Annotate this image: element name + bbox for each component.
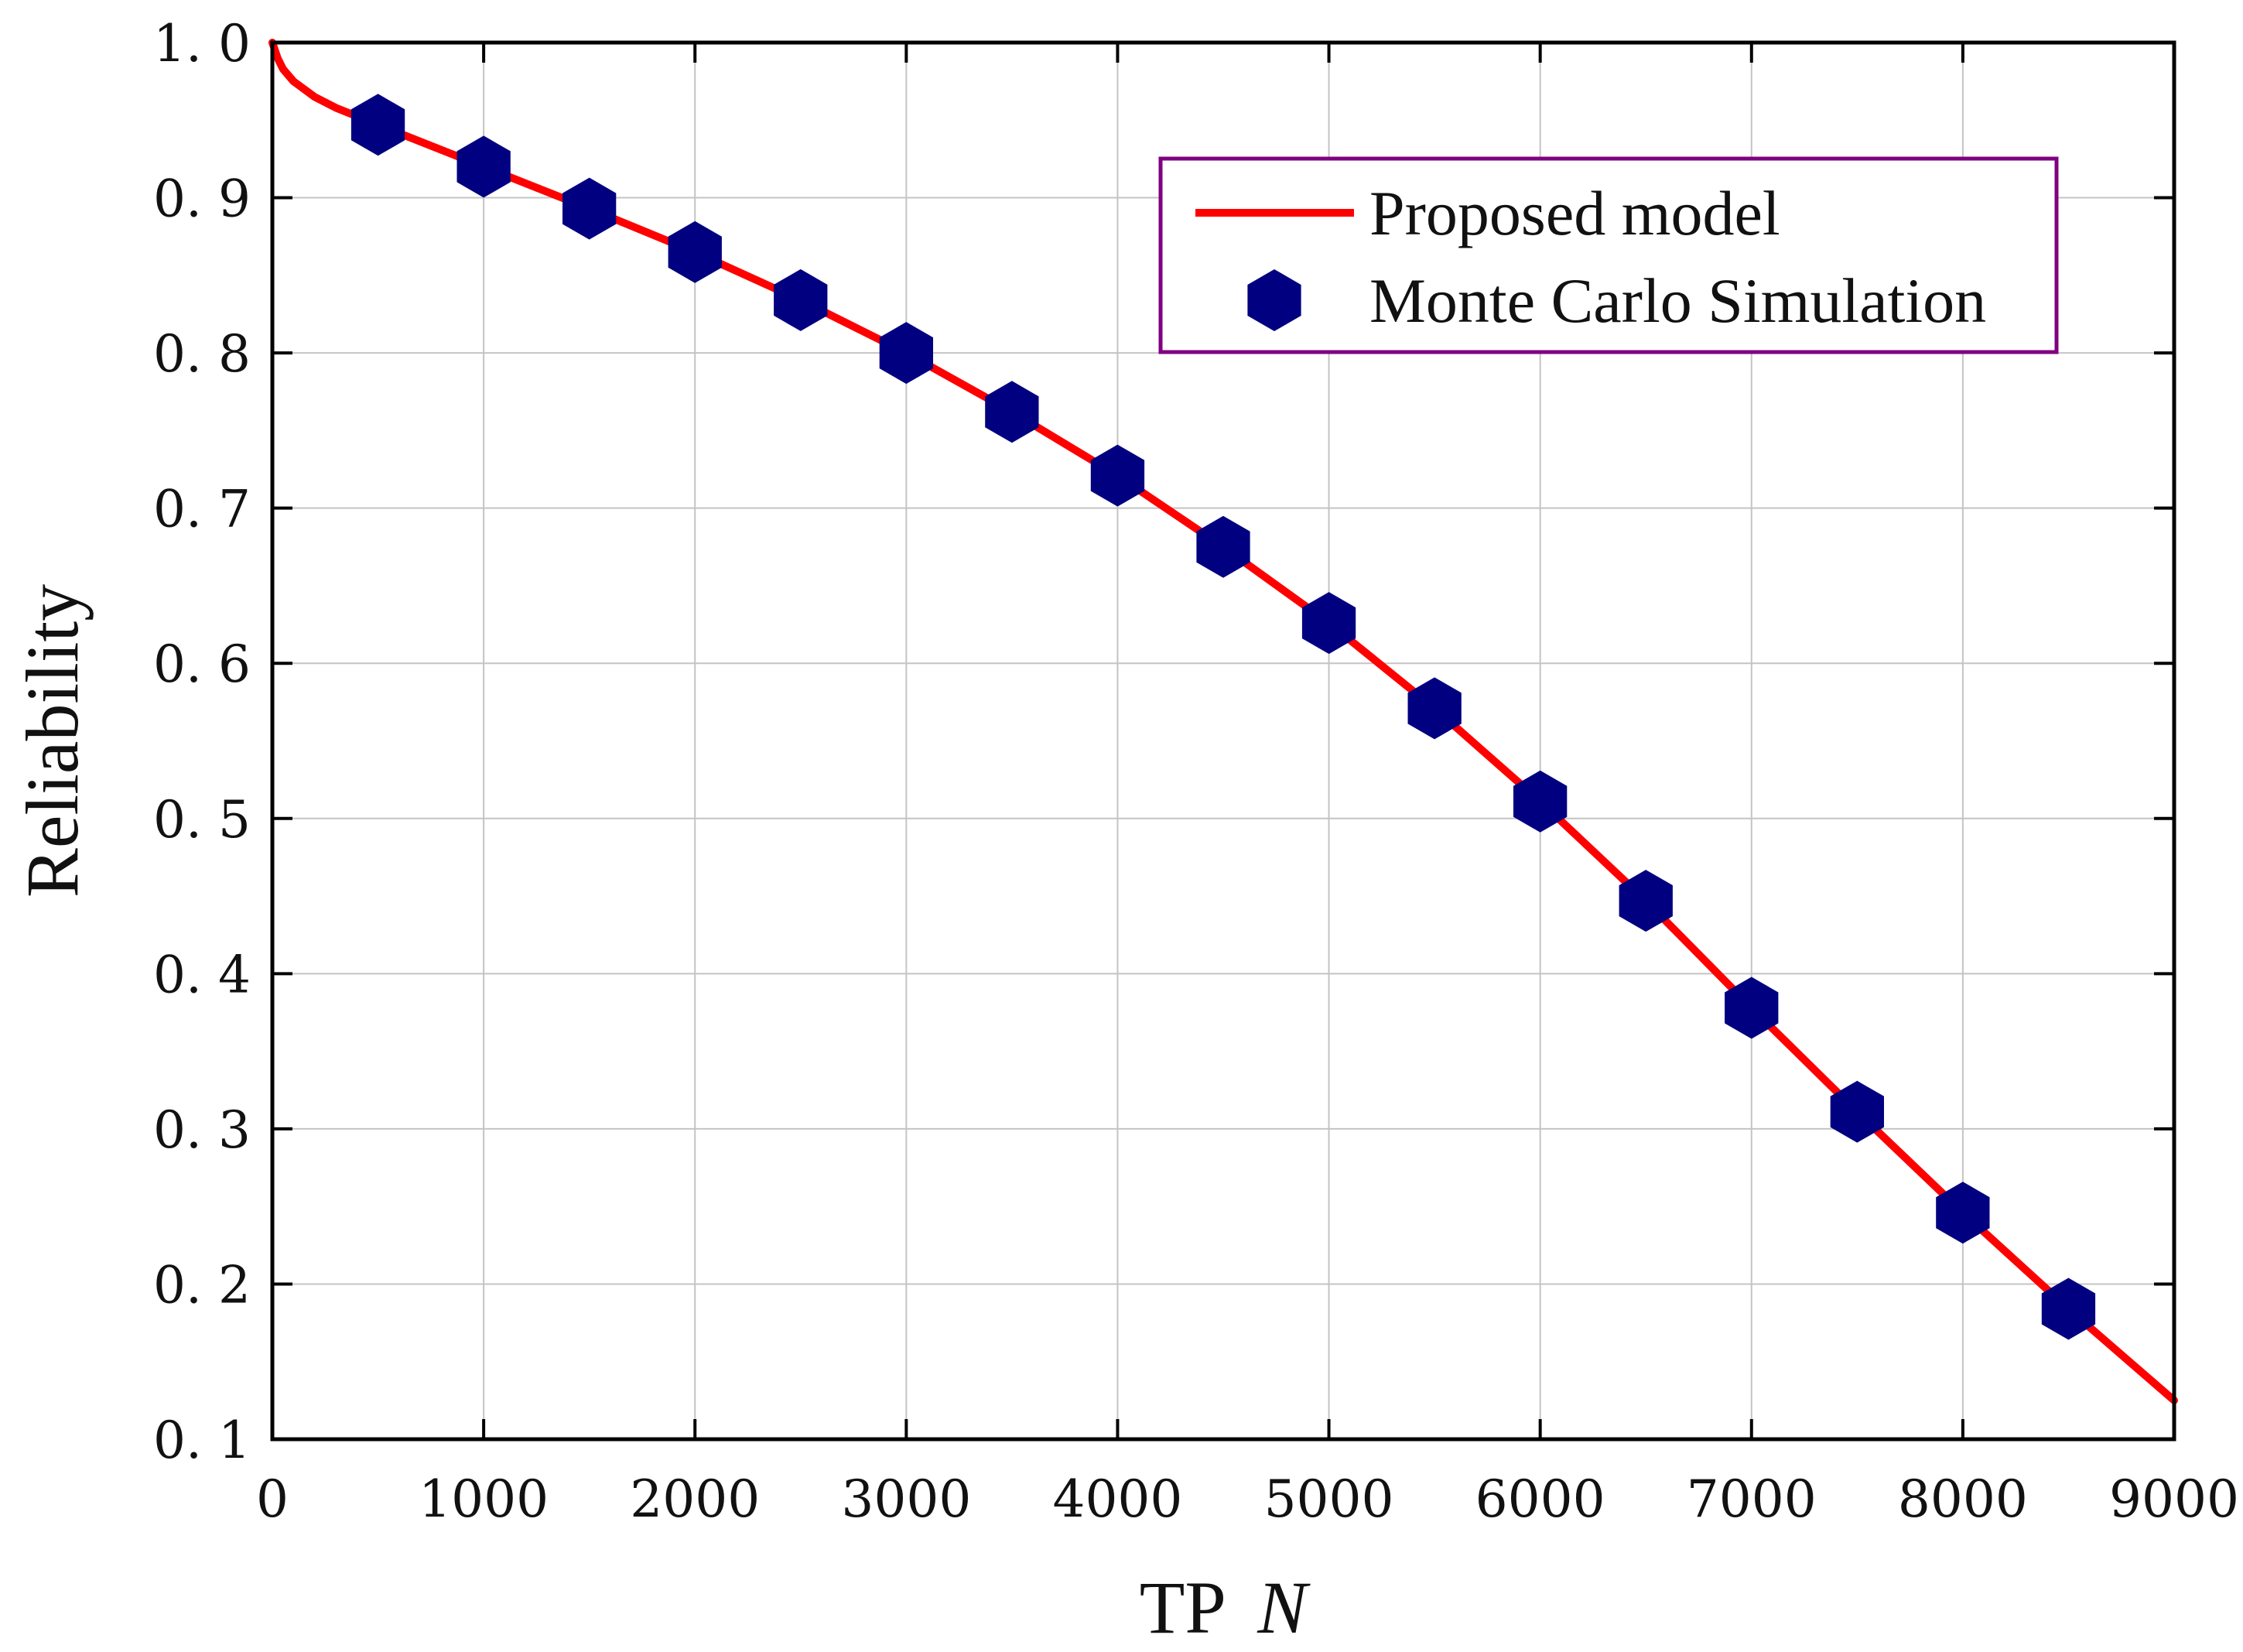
legend-label-proposed-model: Proposed model [1369, 178, 1780, 248]
x-axis-title: TP N [1140, 1566, 1311, 1649]
y-tick-label: 0. 4 [153, 945, 251, 1004]
y-tick-label: 0. 5 [153, 790, 251, 850]
monte-carlo-point [985, 381, 1039, 443]
plot-frame [270, 40, 2176, 1442]
x-tick-label: 5000 [1264, 1469, 1394, 1529]
x-tick-label: 2000 [630, 1469, 760, 1529]
monte-carlo-point [774, 268, 828, 331]
y-tick-label: 0. 3 [153, 1100, 251, 1160]
x-tick-label: 6000 [1475, 1469, 1605, 1529]
legend: Proposed model Monte Carlo Simulation [1158, 156, 2059, 354]
legend-box [1158, 156, 2059, 354]
x-tick-label: 9000 [2109, 1469, 2239, 1529]
y-tick-label: 0. 8 [153, 324, 251, 384]
y-tick-label: 0. 7 [153, 480, 251, 539]
axis-ticks [271, 41, 2176, 1441]
monte-carlo-point [350, 94, 405, 156]
monte-carlo-point [1513, 770, 1568, 833]
monte-carlo-point [1196, 515, 1250, 578]
y-tick-label: 0. 1 [153, 1411, 251, 1470]
monte-carlo-point [1301, 592, 1356, 655]
series-layer [268, 39, 2178, 1404]
monte-carlo-point [879, 322, 933, 385]
legend-hexagon-marker [1247, 269, 1301, 331]
x-tick-label: 0 [256, 1469, 289, 1529]
tick-labels: 0 1000 2000 3000 4000 5000 6000 7000 8000 9000 0. … [153, 14, 2239, 1529]
monte-carlo-point [456, 135, 511, 198]
monte-carlo-point [668, 221, 722, 283]
monte-carlo-point [562, 177, 617, 240]
x-axis-title-text: TP [1140, 1566, 1224, 1649]
y-tick-label: 0. 6 [153, 634, 251, 694]
monte-carlo-point [2041, 1277, 2096, 1340]
x-axis-title-variable: N [1257, 1566, 1311, 1649]
y-tick-label: 0. 9 [153, 169, 251, 229]
legend-label-monte-carlo: Monte Carlo Simulation [1369, 265, 1986, 336]
monte-carlo-point [1725, 976, 1779, 1039]
monte-carlo-point [1619, 870, 1673, 932]
x-tick-label: 3000 [841, 1469, 971, 1529]
x-tick-label: 1000 [419, 1469, 549, 1529]
y-tick-label: 0. 2 [153, 1255, 251, 1315]
y-tick-label: 1. 0 [153, 14, 251, 74]
monte-carlo-point [1407, 677, 1462, 740]
monte-carlo-point [1936, 1182, 1990, 1244]
monte-carlo-point [1830, 1080, 1884, 1143]
x-tick-label: 8000 [1898, 1469, 2028, 1529]
y-axis-title: Reliability [11, 584, 94, 898]
monte-carlo-point [1090, 444, 1145, 507]
x-tick-label: 7000 [1687, 1469, 1817, 1529]
x-tick-label: 4000 [1052, 1469, 1182, 1529]
